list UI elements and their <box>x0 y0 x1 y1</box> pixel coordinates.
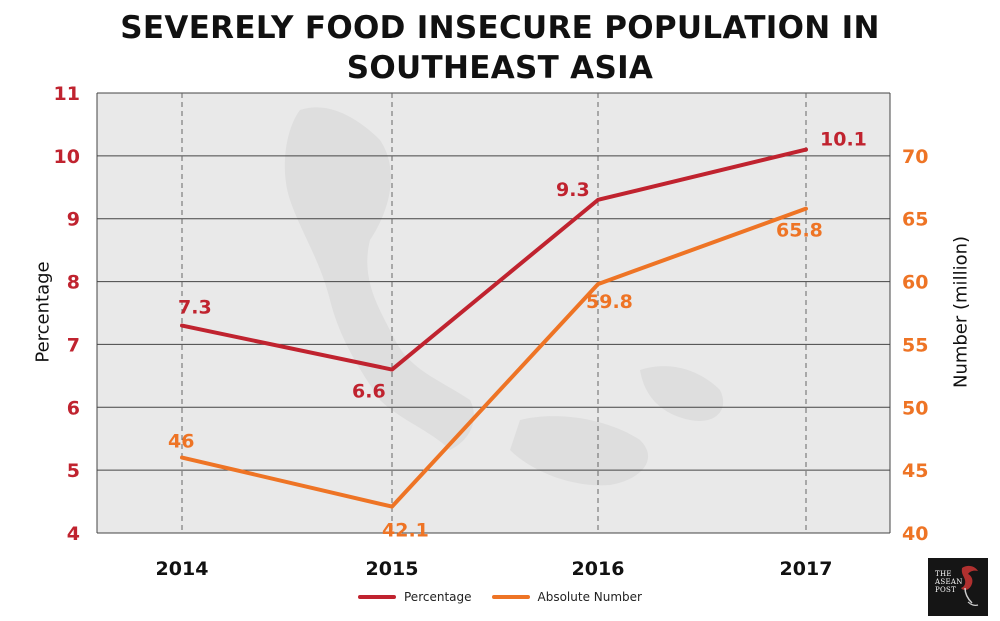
legend-label-percentage: Percentage <box>404 590 472 604</box>
background-map-mainland <box>284 107 474 450</box>
legend-item-absolute: Absolute Number <box>491 590 642 604</box>
data-label-absolute-2017: 65.8 <box>776 220 823 242</box>
data-label-percentage-2014: 7.3 <box>178 297 212 319</box>
y-right-tick-label-65: 65 <box>902 209 928 231</box>
data-label-percentage-2015: 6.6 <box>352 381 386 403</box>
y-right-tick-label-55: 55 <box>902 334 928 356</box>
y-left-tick-label-10: 10 <box>54 146 80 168</box>
series-line-percentage <box>180 147 808 372</box>
y-axis-left-label: Percentage <box>32 261 54 363</box>
chart-title-line-2: SOUTHEAST ASIA <box>346 50 654 86</box>
legend-item-percentage: Percentage <box>358 590 472 604</box>
logo-text-post: POST <box>935 586 957 594</box>
y-left-tick-label-8: 8 <box>67 272 80 294</box>
data-label-percentage-2017: 10.1 <box>820 129 867 151</box>
logo-text-the: THE <box>935 570 952 578</box>
x-tick-label-2015: 2015 <box>366 558 419 580</box>
data-label-absolute-2015: 42.1 <box>382 520 429 542</box>
y-right-tick-label-50: 50 <box>902 397 928 419</box>
legend: Percentage Absolute Number <box>358 590 662 604</box>
data-label-absolute-2014: 46 <box>168 431 194 453</box>
legend-label-absolute: Absolute Number <box>537 590 642 604</box>
y-left-tick-label-5: 5 <box>67 460 80 482</box>
legend-swatch-percentage <box>358 595 396 599</box>
chart-title-line-1: SEVERELY FOOD INSECURE POPULATION IN <box>120 10 880 46</box>
y-left-tick-label-9: 9 <box>67 209 80 231</box>
y-left-tick-label-6: 6 <box>67 397 80 419</box>
the-asean-post-logo: THE ASEAN POST <box>928 558 988 616</box>
series-line-absolute-number <box>180 206 808 509</box>
plot-background <box>97 93 890 533</box>
data-label-percentage-2016: 9.3 <box>556 179 590 201</box>
y-left-tick-label-4: 4 <box>67 523 80 545</box>
y-left-tick-label-7: 7 <box>67 334 80 356</box>
data-label-absolute-2016: 59.8 <box>586 291 633 313</box>
y-right-tick-label-45: 45 <box>902 460 928 482</box>
y-right-tick-label-40: 40 <box>902 523 928 545</box>
x-tick-label-2017: 2017 <box>780 558 833 580</box>
background-map-islands <box>510 416 649 486</box>
logo-text-asean: ASEAN <box>935 578 963 586</box>
x-tick-label-2016: 2016 <box>572 558 625 580</box>
legend-swatch-absolute <box>491 595 530 599</box>
y-right-tick-label-60: 60 <box>902 272 928 294</box>
x-tick-label-2014: 2014 <box>156 558 209 580</box>
y-left-tick-label-11: 11 <box>54 83 80 105</box>
hornbill-bird-icon <box>961 565 979 606</box>
y-right-tick-label-70: 70 <box>902 146 928 168</box>
y-axis-right-label: Number (million) <box>950 235 972 389</box>
